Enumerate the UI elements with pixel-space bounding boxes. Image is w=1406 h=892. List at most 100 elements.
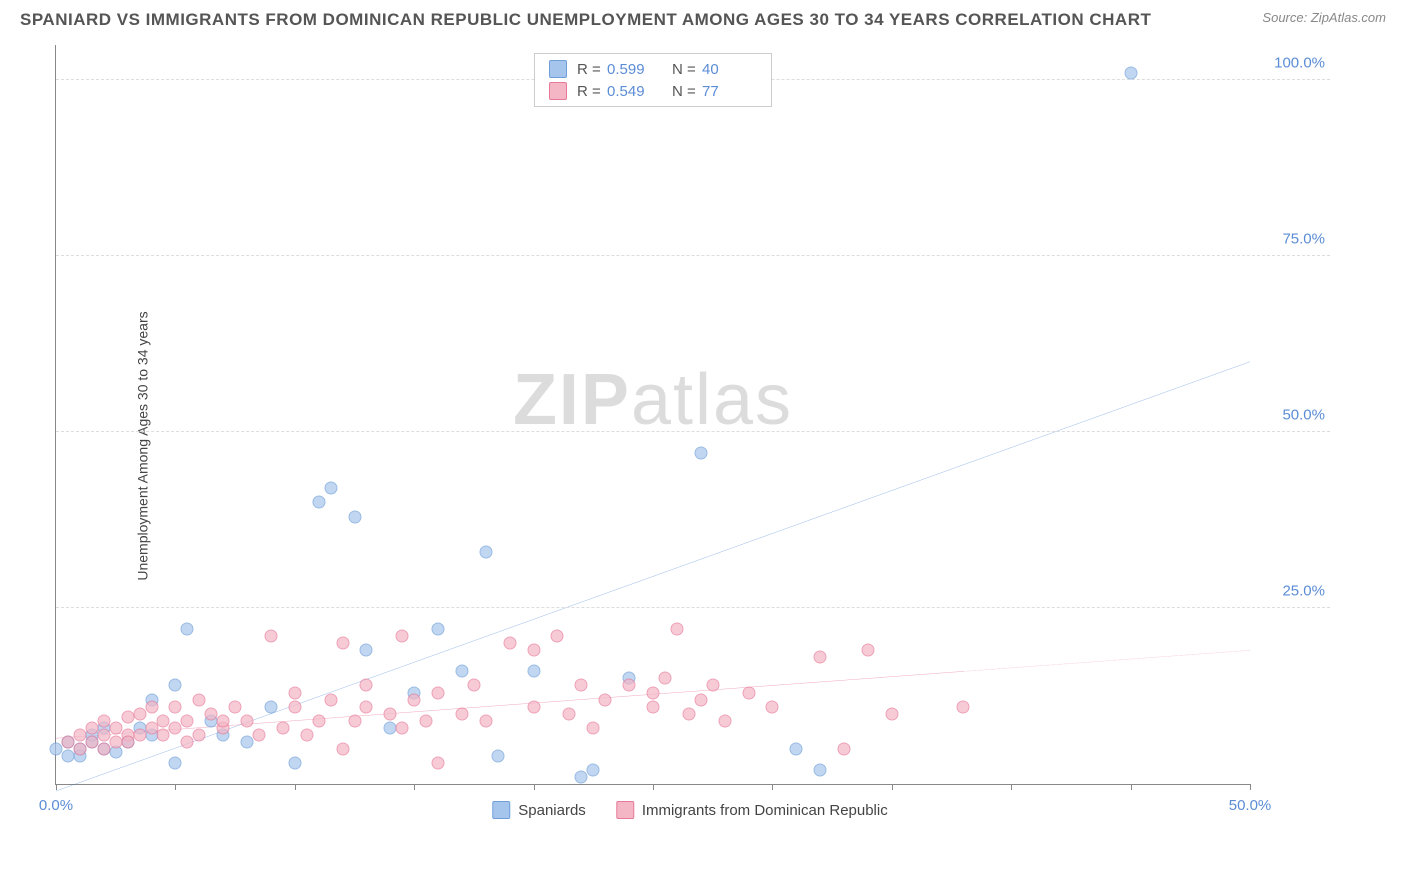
scatter-point	[885, 707, 898, 720]
scatter-point	[264, 700, 277, 713]
scatter-point	[97, 714, 110, 727]
scatter-point	[432, 756, 445, 769]
svg-overlay	[56, 45, 1250, 784]
chart-title: SPANIARD VS IMMIGRANTS FROM DOMINICAN RE…	[20, 10, 1151, 30]
scatter-point	[360, 679, 373, 692]
scatter-point	[145, 700, 158, 713]
scatter-point	[694, 693, 707, 706]
scatter-point	[324, 482, 337, 495]
scatter-point	[157, 714, 170, 727]
x-tick	[295, 784, 296, 790]
scatter-point	[252, 728, 265, 741]
scatter-point	[742, 686, 755, 699]
scatter-point	[527, 665, 540, 678]
scatter-point	[61, 735, 74, 748]
watermark: ZIPatlas	[513, 359, 793, 441]
scatter-point	[587, 763, 600, 776]
correlation-legend: R =0.599 N =40 R =0.549 N =77	[534, 53, 772, 107]
scatter-point	[312, 496, 325, 509]
scatter-point	[396, 630, 409, 643]
legend-swatch-pink	[549, 82, 567, 100]
scatter-point	[503, 637, 516, 650]
scatter-point	[455, 665, 468, 678]
scatter-point	[838, 742, 851, 755]
scatter-point	[408, 693, 421, 706]
scatter-point	[491, 749, 504, 762]
y-tick-label: 25.0%	[1282, 583, 1325, 600]
trend-line-extrapolated	[963, 650, 1250, 671]
scatter-point	[205, 707, 218, 720]
scatter-point	[706, 679, 719, 692]
legend-swatch-blue	[549, 60, 567, 78]
scatter-point	[121, 735, 134, 748]
x-tick-label: 0.0%	[39, 797, 73, 814]
scatter-point	[1124, 67, 1137, 80]
scatter-point	[575, 679, 588, 692]
gridline	[56, 607, 1330, 608]
scatter-point	[312, 714, 325, 727]
scatter-point	[348, 714, 361, 727]
scatter-point	[360, 700, 373, 713]
scatter-point	[432, 623, 445, 636]
scatter-point	[432, 686, 445, 699]
x-tick	[1250, 784, 1251, 790]
chart-area: ZIPatlas R =0.599 N =40 R =0.549 N =77 2…	[50, 45, 1330, 825]
x-tick	[772, 784, 773, 790]
scatter-point	[384, 707, 397, 720]
scatter-point	[647, 686, 660, 699]
scatter-point	[599, 693, 612, 706]
scatter-point	[169, 679, 182, 692]
scatter-point	[288, 686, 301, 699]
y-tick-label: 75.0%	[1282, 231, 1325, 248]
scatter-point	[467, 679, 480, 692]
scatter-point	[276, 721, 289, 734]
scatter-point	[193, 728, 206, 741]
scatter-point	[479, 714, 492, 727]
scatter-point	[288, 700, 301, 713]
series-legend: Spaniards Immigrants from Dominican Repu…	[492, 801, 887, 819]
legend-item-dominican: Immigrants from Dominican Republic	[616, 801, 888, 819]
plot-region: ZIPatlas R =0.599 N =40 R =0.549 N =77 2…	[55, 45, 1250, 785]
trend-line	[56, 671, 963, 738]
scatter-point	[300, 728, 313, 741]
scatter-point	[814, 651, 827, 664]
scatter-point	[181, 623, 194, 636]
scatter-point	[861, 644, 874, 657]
trend-line	[56, 362, 1250, 791]
x-tick	[414, 784, 415, 790]
legend-row-dominican: R =0.549 N =77	[549, 80, 757, 102]
gridline	[56, 255, 1330, 256]
scatter-point	[790, 742, 803, 755]
y-tick-label: 50.0%	[1282, 407, 1325, 424]
scatter-point	[814, 763, 827, 776]
scatter-point	[50, 742, 63, 755]
x-tick	[1011, 784, 1012, 790]
scatter-point	[181, 735, 194, 748]
x-tick	[1131, 784, 1132, 790]
scatter-point	[241, 735, 254, 748]
scatter-point	[563, 707, 576, 720]
scatter-point	[766, 700, 779, 713]
scatter-point	[324, 693, 337, 706]
scatter-point	[455, 707, 468, 720]
scatter-point	[694, 447, 707, 460]
scatter-point	[241, 714, 254, 727]
x-tick	[56, 784, 57, 790]
scatter-point	[169, 756, 182, 769]
scatter-point	[682, 707, 695, 720]
scatter-point	[336, 742, 349, 755]
scatter-point	[336, 637, 349, 650]
scatter-point	[97, 728, 110, 741]
scatter-point	[169, 700, 182, 713]
chart-source: Source: ZipAtlas.com	[1262, 10, 1386, 25]
scatter-point	[85, 721, 98, 734]
scatter-point	[420, 714, 433, 727]
scatter-point	[264, 630, 277, 643]
scatter-point	[288, 756, 301, 769]
scatter-point	[181, 714, 194, 727]
x-tick	[534, 784, 535, 790]
x-tick	[892, 784, 893, 790]
scatter-point	[193, 693, 206, 706]
scatter-point	[133, 707, 146, 720]
scatter-point	[145, 721, 158, 734]
